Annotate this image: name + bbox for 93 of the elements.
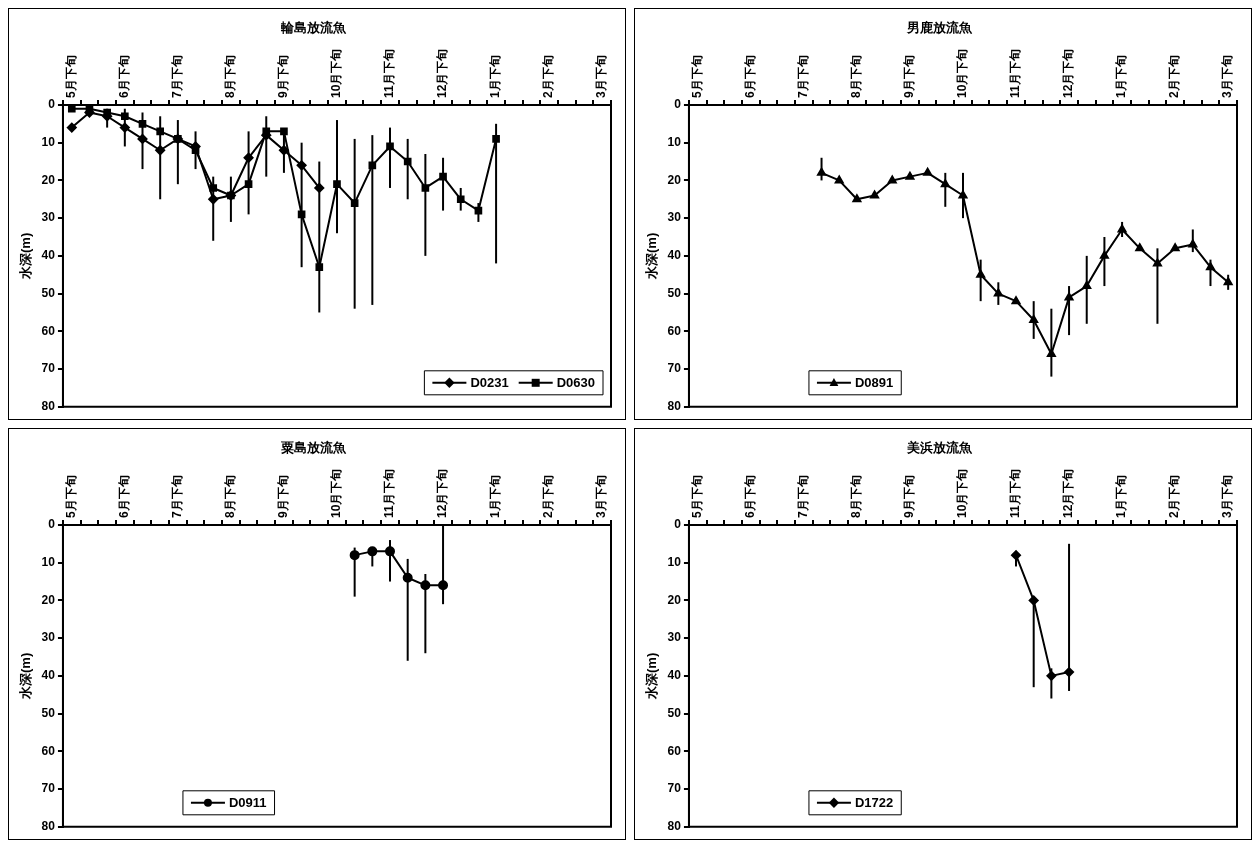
- x-tick-label: 11月下旬: [1007, 49, 1022, 98]
- x-tick-label: 9月下旬: [901, 55, 916, 98]
- x-tick-label: 10月下旬: [954, 48, 969, 98]
- y-tick-label: 80: [667, 399, 682, 414]
- x-tick-label: 9月下旬: [275, 55, 290, 98]
- y-axis-title: 水深(m): [644, 652, 660, 700]
- legend-label: D0911: [228, 795, 267, 811]
- y-tick-label: 80: [41, 819, 56, 834]
- y-tick-label: 50: [41, 705, 56, 720]
- x-tick-label: 6月下旬: [116, 475, 131, 518]
- x-tick-label: 2月下旬: [1167, 475, 1182, 518]
- y-tick-label: 40: [41, 668, 56, 683]
- x-tick-label: 7月下旬: [169, 55, 184, 98]
- y-tick-label: 10: [667, 134, 682, 149]
- y-tick-label: 10: [41, 134, 56, 149]
- chart-title: 粟島放流魚: [280, 440, 347, 456]
- y-tick-label: 20: [667, 172, 682, 187]
- x-tick-label: 10月下旬: [954, 468, 969, 518]
- y-tick-label: 30: [41, 210, 56, 225]
- chart-title: 輪島放流魚: [279, 20, 347, 36]
- x-tick-label: 12月下旬: [1060, 468, 1075, 518]
- x-tick-label: 12月下旬: [434, 468, 449, 518]
- legend-label: D1722: [854, 795, 894, 811]
- x-tick-label: 5月下旬: [689, 55, 704, 98]
- x-tick-label: 9月下旬: [901, 475, 916, 518]
- x-tick-label: 6月下旬: [116, 55, 131, 98]
- y-tick-label: 80: [667, 819, 682, 834]
- x-tick-label: 1月下旬: [488, 475, 502, 518]
- y-axis-title: 水深(m): [18, 232, 34, 280]
- y-tick-label: 50: [667, 285, 682, 300]
- y-tick-label: 40: [667, 248, 682, 263]
- x-tick-label: 5月下旬: [63, 55, 78, 98]
- x-tick-label: 2月下旬: [541, 55, 556, 98]
- x-tick-label: 7月下旬: [169, 475, 184, 518]
- y-tick-label: 20: [41, 592, 56, 607]
- x-tick-label: 7月下旬: [795, 55, 810, 98]
- chart-title: 男鹿放流魚: [905, 20, 973, 36]
- y-tick-label: 80: [41, 399, 56, 414]
- y-tick-label: 30: [667, 210, 682, 225]
- x-tick-label: 1月下旬: [1114, 475, 1128, 518]
- x-tick-label: 12月下旬: [1060, 48, 1075, 98]
- legend-label: D0630: [556, 375, 595, 391]
- x-tick-label: 3月下旬: [1220, 55, 1235, 98]
- y-tick-label: 70: [667, 361, 682, 376]
- chart-title: 美浜放流魚: [905, 440, 973, 456]
- x-tick-label: 8月下旬: [222, 55, 237, 98]
- y-tick-label: 10: [667, 554, 682, 569]
- y-axis-title: 水深(m): [18, 652, 34, 700]
- y-axis-title: 水深(m): [644, 232, 660, 280]
- legend-label: D0891: [854, 375, 894, 391]
- y-tick-label: 0: [674, 97, 682, 112]
- y-tick-label: 70: [41, 781, 56, 796]
- y-tick-label: 30: [41, 630, 56, 645]
- x-tick-label: 1月下旬: [1114, 55, 1128, 98]
- x-tick-label: 7月下旬: [795, 475, 810, 518]
- x-tick-label: 11月下旬: [1007, 469, 1022, 518]
- x-tick-label: 10月下旬: [328, 468, 343, 518]
- legend-label: D0231: [470, 375, 509, 391]
- x-tick-label: 6月下旬: [742, 475, 757, 518]
- x-tick-label: 2月下旬: [541, 475, 556, 518]
- x-tick-label: 6月下旬: [742, 55, 757, 98]
- y-tick-label: 50: [41, 285, 56, 300]
- y-tick-label: 20: [667, 592, 682, 607]
- y-tick-label: 60: [667, 743, 682, 758]
- y-tick-label: 0: [674, 517, 682, 532]
- x-tick-label: 1月下旬: [488, 55, 502, 98]
- y-tick-label: 30: [667, 630, 682, 645]
- x-tick-label: 8月下旬: [848, 475, 863, 518]
- y-tick-label: 60: [667, 323, 682, 338]
- y-tick-label: 0: [48, 517, 56, 532]
- x-tick-label: 3月下旬: [594, 55, 609, 98]
- y-tick-label: 70: [667, 781, 682, 796]
- x-tick-label: 10月下旬: [328, 48, 343, 98]
- y-tick-label: 70: [41, 361, 56, 376]
- x-tick-label: 11月下旬: [381, 49, 396, 98]
- x-tick-label: 11月下旬: [381, 469, 396, 518]
- x-tick-label: 5月下旬: [689, 475, 704, 518]
- x-tick-label: 9月下旬: [275, 475, 290, 518]
- x-tick-label: 8月下旬: [222, 475, 237, 518]
- y-tick-label: 60: [41, 323, 56, 338]
- x-tick-label: 2月下旬: [1167, 55, 1182, 98]
- x-tick-label: 5月下旬: [63, 475, 78, 518]
- x-tick-label: 3月下旬: [594, 475, 609, 518]
- y-tick-label: 10: [41, 554, 56, 569]
- y-tick-label: 40: [667, 668, 682, 683]
- y-tick-label: 0: [48, 97, 56, 112]
- y-tick-label: 60: [41, 743, 56, 758]
- x-tick-label: 12月下旬: [434, 48, 449, 98]
- x-tick-label: 8月下旬: [848, 55, 863, 98]
- y-tick-label: 40: [41, 248, 56, 263]
- x-tick-label: 3月下旬: [1220, 475, 1235, 518]
- y-tick-label: 50: [667, 705, 682, 720]
- y-tick-label: 20: [41, 172, 56, 187]
